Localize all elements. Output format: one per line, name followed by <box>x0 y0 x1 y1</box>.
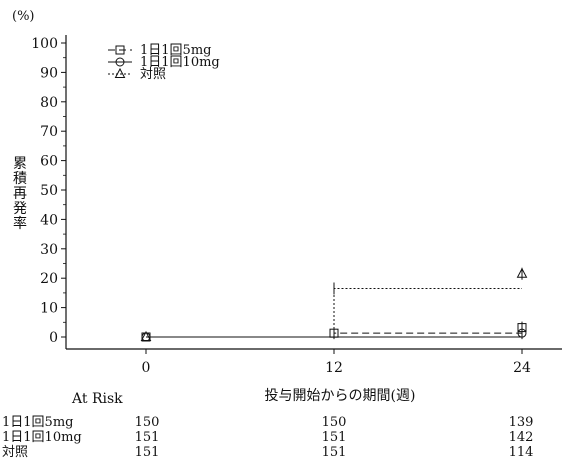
legend-label: 1日1回5mg <box>140 43 211 58</box>
legend-marker <box>115 45 125 55</box>
at-risk-value: 139 <box>509 415 534 430</box>
y-tick-label: 90 <box>40 65 58 81</box>
y-tick-label: 20 <box>40 271 58 287</box>
y-axis-title: 累積再発率 <box>13 156 27 232</box>
series-group <box>140 267 528 342</box>
y-tick-label: 80 <box>40 95 58 111</box>
at-risk-row-label: 対照 <box>2 445 28 460</box>
y-tick-label: 40 <box>40 212 58 228</box>
y-axis-title-text: 累積再発率 <box>13 156 27 232</box>
at-risk-value: 150 <box>322 415 347 430</box>
end-marker <box>517 328 527 338</box>
at-risk-value: 151 <box>135 445 160 460</box>
axes <box>65 35 562 350</box>
at-risk-value: 151 <box>135 430 160 445</box>
legend-item: 1日1回10mg <box>108 55 220 70</box>
legend-marker <box>115 57 125 67</box>
at-risk-value: 150 <box>135 415 160 430</box>
y-tick-label: 60 <box>40 154 58 170</box>
at-risk-title: At Risk <box>71 391 123 407</box>
y-ticks: 0 10 20 30 40 50 60 70 80 90 100 <box>31 36 66 346</box>
x-ticks: 0 12 24 <box>142 349 531 376</box>
legend-item: 対照 <box>108 67 166 82</box>
at-risk-row-label: 1日1回5mg <box>2 415 73 430</box>
end-marker <box>516 267 528 278</box>
at-risk-value: 114 <box>509 445 534 460</box>
x-tick-label: 12 <box>325 360 343 376</box>
x-tick-label: 0 <box>142 360 151 376</box>
y-tick-label: 0 <box>49 330 58 346</box>
start-marker <box>140 330 152 341</box>
y-unit-label: (%) <box>12 9 35 24</box>
legend-label: 1日1回10mg <box>140 55 220 70</box>
y-tick-label: 50 <box>40 183 58 199</box>
y-tick-label: 100 <box>31 36 58 52</box>
y-tick-label: 70 <box>40 124 58 140</box>
legend-label: 対照 <box>140 67 166 82</box>
series-2 <box>140 267 528 341</box>
y-tick-label: 30 <box>40 242 58 258</box>
at-risk-value: 142 <box>509 430 534 445</box>
series-line <box>146 287 522 338</box>
legend-item: 1日1回5mg <box>108 43 211 58</box>
at-risk-row-label: 1日1回10mg <box>2 430 82 445</box>
legend-marker <box>114 67 126 78</box>
at-risk-value: 151 <box>322 430 347 445</box>
x-axis-title: 投与開始からの期間(週) <box>265 388 416 404</box>
at-risk-value: 151 <box>322 445 347 460</box>
y-tick-label: 10 <box>40 301 58 317</box>
x-tick-label: 24 <box>513 360 531 376</box>
